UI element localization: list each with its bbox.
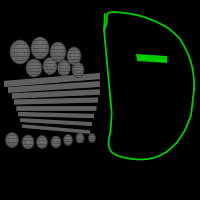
Ellipse shape bbox=[46, 60, 55, 69]
Ellipse shape bbox=[22, 135, 34, 149]
Ellipse shape bbox=[72, 62, 84, 77]
Ellipse shape bbox=[88, 134, 96, 142]
Ellipse shape bbox=[78, 134, 83, 140]
Ellipse shape bbox=[9, 135, 17, 142]
Ellipse shape bbox=[43, 58, 57, 74]
Ellipse shape bbox=[36, 136, 48, 148]
Ellipse shape bbox=[26, 59, 42, 77]
Ellipse shape bbox=[76, 133, 84, 143]
Ellipse shape bbox=[39, 137, 46, 144]
Ellipse shape bbox=[75, 65, 82, 72]
Ellipse shape bbox=[50, 42, 66, 62]
Ellipse shape bbox=[30, 62, 40, 71]
Ellipse shape bbox=[90, 135, 94, 139]
Ellipse shape bbox=[51, 136, 61, 148]
Ellipse shape bbox=[25, 137, 32, 144]
Ellipse shape bbox=[61, 62, 69, 70]
Ellipse shape bbox=[31, 37, 49, 59]
Ellipse shape bbox=[64, 134, 72, 146]
Ellipse shape bbox=[36, 40, 46, 51]
Ellipse shape bbox=[10, 40, 30, 64]
Polygon shape bbox=[136, 54, 167, 63]
Ellipse shape bbox=[15, 44, 27, 56]
Ellipse shape bbox=[54, 138, 60, 144]
Ellipse shape bbox=[6, 132, 18, 148]
Ellipse shape bbox=[70, 50, 79, 59]
Ellipse shape bbox=[67, 47, 81, 65]
Ellipse shape bbox=[54, 45, 64, 55]
Ellipse shape bbox=[66, 136, 71, 142]
Ellipse shape bbox=[58, 60, 70, 76]
